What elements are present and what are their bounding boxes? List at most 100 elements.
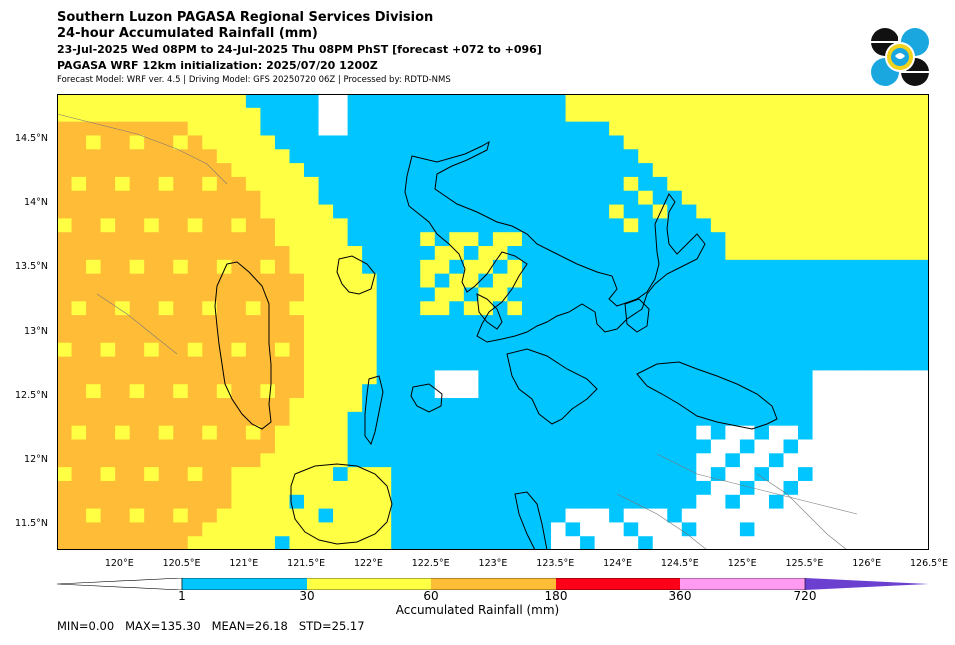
rainfall-cell xyxy=(521,149,538,164)
rainfall-cell xyxy=(667,218,683,233)
rainfall-cell xyxy=(57,176,73,192)
rainfall-cell xyxy=(681,411,697,427)
rainfall-cell xyxy=(434,480,450,496)
rainfall-cell xyxy=(739,522,756,537)
rainfall-cell xyxy=(434,439,450,454)
rainfall-cell xyxy=(245,439,262,454)
rainfall-cell xyxy=(333,356,349,371)
rainfall-cell xyxy=(739,439,756,454)
rainfall-cell xyxy=(100,453,116,468)
rainfall-cell xyxy=(551,370,567,385)
rainfall-cell xyxy=(652,315,668,330)
rainfall-cell xyxy=(551,232,567,247)
colorbar-segment xyxy=(431,578,556,590)
rainfall-cell xyxy=(245,107,262,123)
rainfall-cell xyxy=(667,508,683,524)
rainfall-cell xyxy=(333,259,349,275)
rainfall-cell xyxy=(333,342,349,358)
rainfall-cell xyxy=(391,370,407,385)
rainfall-cell xyxy=(609,508,625,524)
rainfall-cell xyxy=(652,163,668,178)
rainfall-cell xyxy=(798,522,814,537)
rainfall-cell xyxy=(71,315,87,330)
rainfall-cell xyxy=(580,370,596,385)
rainfall-cell xyxy=(609,439,625,454)
rainfall-cell xyxy=(768,453,785,468)
rainfall-cell xyxy=(609,425,625,441)
rainfall-cell xyxy=(652,480,668,496)
rainfall-cell xyxy=(507,121,523,137)
rainfall-cell xyxy=(885,328,901,344)
rainfall-cell xyxy=(551,522,567,537)
rainfall-cell xyxy=(245,259,262,275)
rainfall-cell xyxy=(739,149,756,164)
rainfall-cell xyxy=(783,536,799,550)
rainfall-cell xyxy=(798,356,814,371)
rainfall-cell xyxy=(260,94,276,109)
rainfall-cell xyxy=(347,453,363,468)
rainfall-cell xyxy=(739,494,756,510)
rainfall-cell xyxy=(536,439,552,454)
rainfall-cell xyxy=(434,273,450,289)
rainfall-cell xyxy=(100,232,116,247)
rainfall-cell xyxy=(158,522,174,537)
rainfall-cell xyxy=(463,536,479,550)
rainfall-cell xyxy=(536,163,552,178)
rainfall-cell xyxy=(594,356,610,371)
rainfall-cell xyxy=(507,370,523,385)
rainfall-cell xyxy=(333,328,349,344)
rainfall-cell xyxy=(144,342,160,358)
rainfall-cell xyxy=(57,536,73,550)
rainfall-cell xyxy=(304,149,320,164)
rainfall-cell xyxy=(449,508,465,524)
lat-tick-label: 13.5°N xyxy=(14,261,48,273)
rainfall-cell xyxy=(739,467,756,482)
rainfall-cell xyxy=(768,356,785,371)
rainfall-cell xyxy=(681,218,697,233)
rainfall-cell xyxy=(347,328,363,344)
rainfall-cell xyxy=(449,439,465,454)
rainfall-cell xyxy=(827,370,843,385)
rainfall-cell xyxy=(812,121,828,137)
rainfall-cell xyxy=(667,135,683,150)
rainfall-cell xyxy=(667,425,683,441)
rainfall-cell xyxy=(478,536,494,550)
rainfall-cell xyxy=(100,508,116,524)
rainfall-cell xyxy=(187,467,203,482)
rainfall-cell xyxy=(260,328,276,344)
rainfall-cell xyxy=(609,453,625,468)
rainfall-cell xyxy=(129,190,145,206)
rainfall-cell xyxy=(609,149,625,164)
rainfall-cell xyxy=(71,190,87,206)
rainfall-cell xyxy=(565,453,581,468)
rainfall-cell xyxy=(478,204,494,219)
rainfall-cell xyxy=(638,370,654,385)
rainfall-cell xyxy=(420,176,436,192)
rainfall-cell xyxy=(376,149,392,164)
rainfall-cell xyxy=(885,439,901,454)
rainfall-cell xyxy=(333,218,349,233)
rainfall-cell xyxy=(86,370,102,385)
rainfall-cell xyxy=(710,190,726,206)
rainfall-cell xyxy=(129,439,145,454)
rainfall-cell xyxy=(144,176,160,192)
rainfall-cell xyxy=(812,494,828,510)
rainfall-cell xyxy=(115,328,131,344)
rainfall-cell xyxy=(304,121,320,137)
rainfall-cell xyxy=(623,135,639,150)
rainfall-cell xyxy=(71,328,87,344)
rainfall-cell xyxy=(696,190,712,206)
rainfall-cell xyxy=(318,453,334,468)
rainfall-cell xyxy=(376,453,392,468)
rainfall-cell xyxy=(914,328,929,344)
rainfall-cell xyxy=(274,135,291,150)
rainfall-cell xyxy=(594,218,610,233)
rainfall-cell xyxy=(536,315,552,330)
rainfall-cell xyxy=(289,480,305,496)
rainfall-cell xyxy=(158,94,174,109)
rainfall-cell xyxy=(115,259,131,275)
rainfall-cell xyxy=(245,536,262,550)
rainfall-cell xyxy=(798,94,814,109)
rainfall-cell xyxy=(129,508,145,524)
rainfall-cell xyxy=(449,522,465,537)
